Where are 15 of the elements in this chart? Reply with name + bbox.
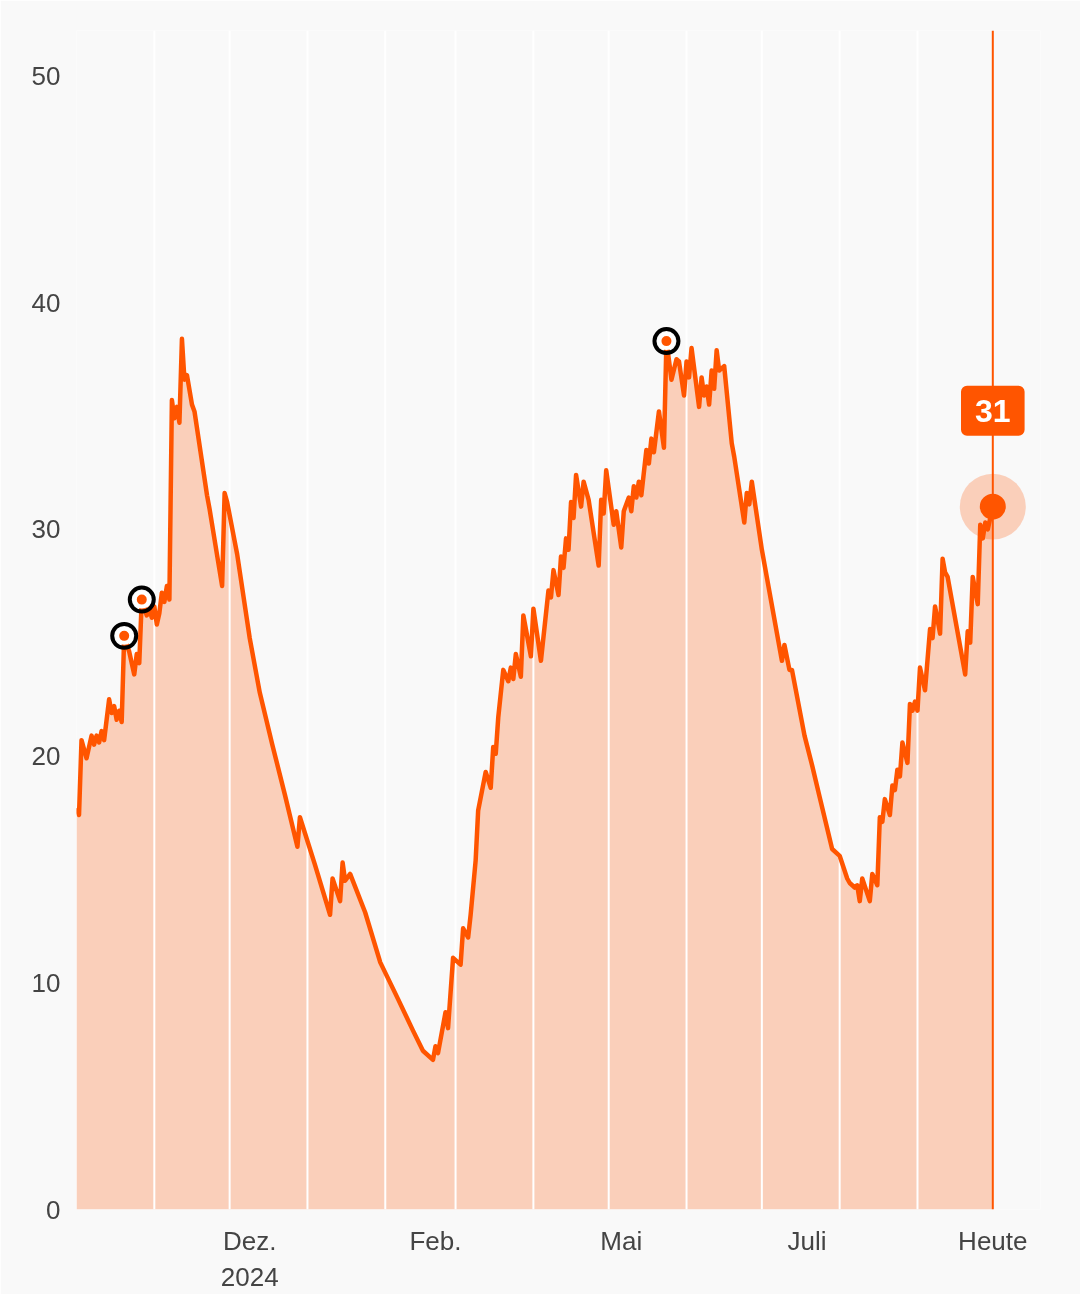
x-tick-label: Feb.: [409, 1225, 462, 1256]
point: [652, 327, 681, 356]
y-tick-label: 30: [31, 514, 61, 545]
point: [110, 621, 139, 650]
y-tick-label: 40: [31, 287, 61, 318]
x-tick-label: Dez. 2024: [220, 1225, 279, 1292]
y-tick-label: 0: [46, 1194, 61, 1225]
point: [127, 585, 156, 614]
x-tick-label: Juli: [787, 1225, 827, 1256]
y-tick-label: 50: [31, 60, 61, 91]
x-tick-label: Heute: [958, 1225, 1028, 1256]
x-tick-label: Mai: [600, 1225, 643, 1256]
y-tick-label: 20: [31, 741, 61, 772]
annotation: 31: [975, 392, 1011, 429]
y-tick-label: 10: [31, 967, 61, 998]
